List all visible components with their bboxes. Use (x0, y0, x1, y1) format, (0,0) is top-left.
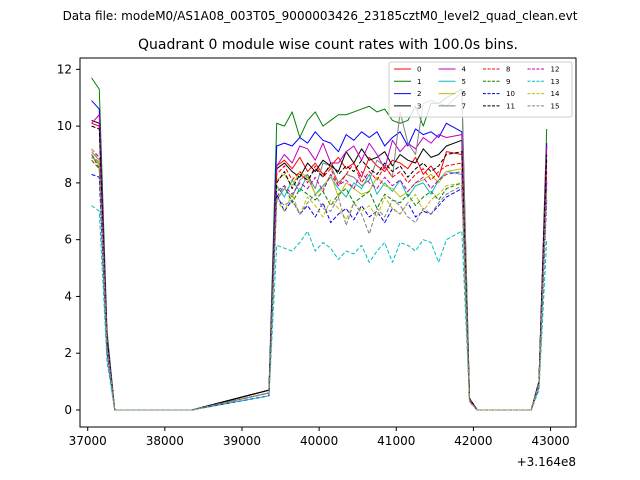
legend-box (388, 61, 573, 118)
legend-label-1: 1 (417, 78, 421, 86)
y-tick-label: 10 (57, 119, 72, 133)
plot-area: 37000 38000 39000 40000 41000 42000 43000 0 2 4 6… (57, 57, 577, 469)
legend-label-10: 10 (506, 90, 515, 98)
legend-label-5: 5 (462, 78, 466, 86)
series-line-15 (91, 154, 548, 411)
legend-label-9: 9 (506, 78, 510, 86)
y-tick-label: 8 (64, 176, 72, 190)
x-tick-label: 38000 (146, 434, 184, 448)
x-tick-label: 41000 (377, 434, 415, 448)
figure-suptitle: Data file: modeM0/AS1A08_003T05_90000034… (63, 9, 578, 23)
legend-label-7: 7 (462, 102, 466, 110)
legend-label-14: 14 (551, 90, 560, 98)
y-tick-label: 12 (57, 62, 72, 76)
legend-label-13: 13 (551, 78, 560, 86)
legend-label-3: 3 (417, 102, 421, 110)
axes-frame (79, 57, 577, 428)
x-tick-label: 43000 (531, 434, 569, 448)
legend-label-6: 6 (462, 90, 467, 98)
chart-title: Quadrant 0 module wise count rates with … (138, 37, 518, 53)
legend-label-4: 4 (462, 66, 467, 74)
legend-label-15: 15 (551, 102, 560, 110)
x-tick-label: 42000 (454, 434, 492, 448)
legend-label-11: 11 (506, 102, 515, 110)
x-tick-label: 39000 (223, 434, 261, 448)
y-tick-label: 4 (64, 289, 72, 303)
series-line-11 (91, 125, 548, 411)
x-tick-label: 37000 (69, 434, 107, 448)
x-axis: 37000 38000 39000 40000 41000 42000 43000 (69, 427, 570, 448)
legend-label-0: 0 (417, 66, 421, 74)
y-tick-label: 6 (64, 233, 72, 247)
x-axis-offset-label: +3.164e8 (517, 455, 576, 469)
x-tick-label: 40000 (300, 434, 338, 448)
y-tick-label: 0 (64, 403, 72, 417)
legend-label-2: 2 (417, 90, 421, 98)
series-layer (91, 77, 548, 411)
legend-label-8: 8 (506, 66, 510, 74)
legend-label-12: 12 (551, 66, 560, 74)
y-tick-label: 2 (64, 346, 72, 360)
y-axis: 0 2 4 6 8 10 12 (57, 62, 80, 417)
